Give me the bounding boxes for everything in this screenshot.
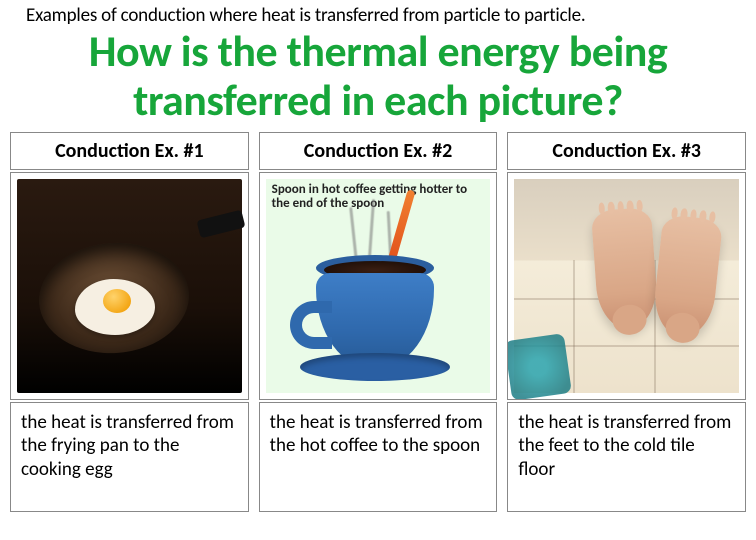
- example-image-pan-egg: [10, 172, 249, 400]
- example-caption: the heat is transferred from the hot cof…: [259, 402, 498, 512]
- example-column-3: Conduction Ex. #3 the heat is transferre…: [507, 132, 746, 512]
- example-caption: the heat is transferred from the frying …: [10, 402, 249, 512]
- examples-row: Conduction Ex. #1 the heat is transferre…: [0, 132, 756, 512]
- example-caption: the heat is transferred from the feet to…: [507, 402, 746, 512]
- example-column-2: Conduction Ex. #2 Spoon in hot coffee ge…: [259, 132, 498, 512]
- example-column-1: Conduction Ex. #1 the heat is transferre…: [10, 132, 249, 512]
- column-header: Conduction Ex. #3: [507, 132, 746, 170]
- image-inner-label: Spoon in hot coffee getting hotter to th…: [272, 183, 485, 213]
- example-image-feet-tile: [507, 172, 746, 400]
- main-question: How is the thermal energy being transfer…: [0, 27, 756, 132]
- column-header: Conduction Ex. #1: [10, 132, 249, 170]
- example-image-coffee-spoon: Spoon in hot coffee getting hotter to th…: [259, 172, 498, 400]
- column-header: Conduction Ex. #2: [259, 132, 498, 170]
- intro-text: Examples of conduction where heat is tra…: [0, 0, 756, 27]
